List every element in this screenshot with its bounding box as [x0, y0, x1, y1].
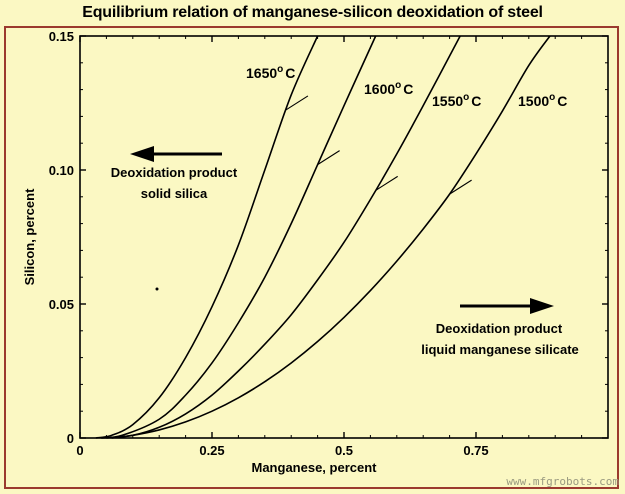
series-leader-line — [375, 175, 398, 191]
x-tick-label: 0 — [76, 443, 83, 458]
y-tick-label: 0.15 — [49, 29, 74, 44]
y-tick-label: 0 — [67, 431, 74, 446]
annotation-left-line2: solid silica — [141, 186, 208, 201]
series-line-1500 — [111, 35, 551, 439]
x-tick-label: 0.5 — [335, 443, 353, 458]
x-axis-label: Manganese, percent — [252, 460, 378, 475]
y-tick-label: 0.10 — [49, 163, 74, 178]
annotation-left-line1: Deoxidation product — [111, 165, 238, 180]
left-arrow-head — [130, 146, 154, 162]
series-leader-line — [317, 150, 340, 166]
series-line-1650 — [95, 35, 319, 439]
series-line-1550 — [106, 35, 461, 439]
series-label-1600: 1600o C — [364, 80, 413, 97]
chart-frame — [4, 26, 619, 489]
series-leader-line — [449, 179, 472, 195]
speck-dot — [155, 287, 159, 291]
y-tick-label: 0.05 — [49, 297, 74, 312]
series-label-1550: 1550o C — [432, 92, 481, 109]
x-tick-label: 0.75 — [463, 443, 488, 458]
x-tick-label: 0.25 — [199, 443, 224, 458]
watermark: www.mfgrobots.com — [506, 475, 619, 488]
series-label-1650: 1650o C — [246, 64, 295, 81]
series-label-1500: 1500o C — [518, 92, 567, 109]
annotation-right-line1: Deoxidation product — [436, 321, 563, 336]
series-line-1600 — [101, 35, 377, 439]
annotation-right-line2: liquid manganese silicate — [421, 342, 579, 357]
right-arrow-head — [530, 298, 554, 314]
series-leader-line — [285, 95, 309, 111]
y-axis-label: Silicon, percent — [22, 188, 37, 285]
chart-title: Equilibrium relation of manganese-silico… — [82, 4, 543, 21]
